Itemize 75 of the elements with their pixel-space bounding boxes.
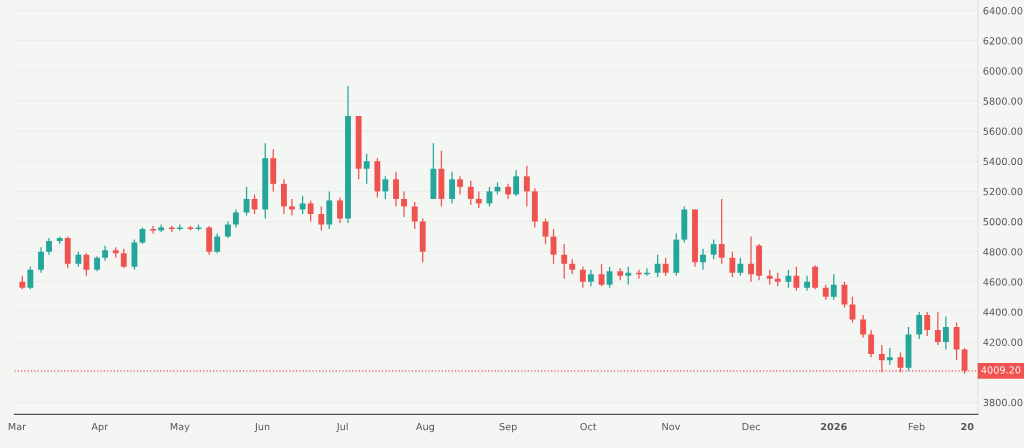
candlestick: [523, 165, 530, 208]
candlestick: [953, 321, 960, 361]
candlestick: [120, 248, 127, 269]
candlestick: [942, 315, 949, 351]
y-tick-label: 6400.00: [983, 7, 1023, 15]
y-tick-label: 5000.00: [983, 217, 1023, 226]
candlestick: [83, 252, 90, 277]
candlestick: [662, 257, 669, 277]
candlestick: [737, 257, 744, 277]
candlestick: [924, 311, 931, 337]
candlestick: [812, 264, 819, 290]
candlestick: [280, 178, 287, 215]
y-tick-label: 5600.00: [983, 127, 1023, 135]
x-tick-label: Mar: [8, 423, 27, 431]
y-tick-label: 4200.00: [983, 338, 1023, 346]
y-tick-label: 5800.00: [983, 97, 1023, 105]
candlestick: [214, 232, 221, 254]
x-tick-label: Dec: [742, 423, 760, 431]
candlestick: [251, 193, 258, 215]
y-tick-label: 5200.00: [983, 187, 1023, 196]
candlestick: [382, 175, 389, 200]
candlestick: [729, 251, 736, 278]
x-tick-label: Jul: [336, 422, 348, 433]
candlestick: [868, 329, 875, 358]
y-tick-label: 4600.00: [983, 278, 1023, 286]
candlestick: [401, 190, 407, 218]
candlestick: [289, 198, 295, 217]
candlestick: [561, 243, 568, 280]
x-tick-label: Oct: [580, 422, 597, 431]
x-tick-label: Sep: [499, 422, 517, 433]
candlestick: [606, 266, 613, 289]
candlestick: [393, 171, 399, 208]
x-tick-label: Aug: [415, 423, 434, 433]
candlestick: [363, 153, 370, 185]
candlestick: [804, 275, 811, 292]
x-tick-label: Apr: [91, 423, 109, 433]
candlestick: [449, 171, 456, 205]
x-tick-label: Feb: [908, 422, 925, 431]
candlestick: [710, 238, 717, 260]
candlestick: [457, 175, 464, 196]
ref-line-label: 4009.20: [981, 366, 1021, 374]
y-tick-label: 5400.00: [983, 157, 1023, 166]
candlestick: [299, 195, 306, 215]
candlestick: [785, 269, 792, 289]
candlestick: [38, 246, 44, 274]
candlestick: [830, 273, 837, 301]
y-tick-label: 6000.00: [983, 67, 1023, 75]
x-tick-label: May: [170, 423, 190, 433]
x-tick-label: 20: [961, 422, 974, 431]
candlestick: [513, 169, 520, 197]
candlestick: [718, 198, 725, 265]
x-tick-label: Nov: [662, 423, 681, 431]
candlestick: [411, 201, 418, 230]
x-tick-label: Jun: [254, 423, 270, 433]
candlestick: [307, 199, 314, 223]
candlestick: [337, 196, 343, 224]
candlestick: [700, 248, 706, 271]
candlestick: [579, 266, 586, 289]
candlestick: [232, 208, 239, 229]
y-tick-label: 3800.00: [983, 398, 1023, 407]
y-tick-label: 6200.00: [983, 37, 1023, 45]
candlestick: [748, 235, 754, 283]
candlestick: [467, 180, 474, 206]
candlestick: [793, 266, 800, 292]
candlestick: [27, 266, 34, 290]
y-tick-label: 4400.00: [983, 308, 1023, 316]
candlestick: [934, 311, 941, 346]
candlestick: [654, 254, 661, 278]
y-tick-label: 4800.00: [983, 248, 1023, 256]
candlestick: [916, 311, 923, 340]
candlestick: [625, 266, 632, 286]
candlestick: [860, 314, 867, 339]
x-tick-label: 2026: [821, 422, 847, 431]
candlestick: [318, 205, 325, 232]
candlestick: [150, 225, 157, 235]
